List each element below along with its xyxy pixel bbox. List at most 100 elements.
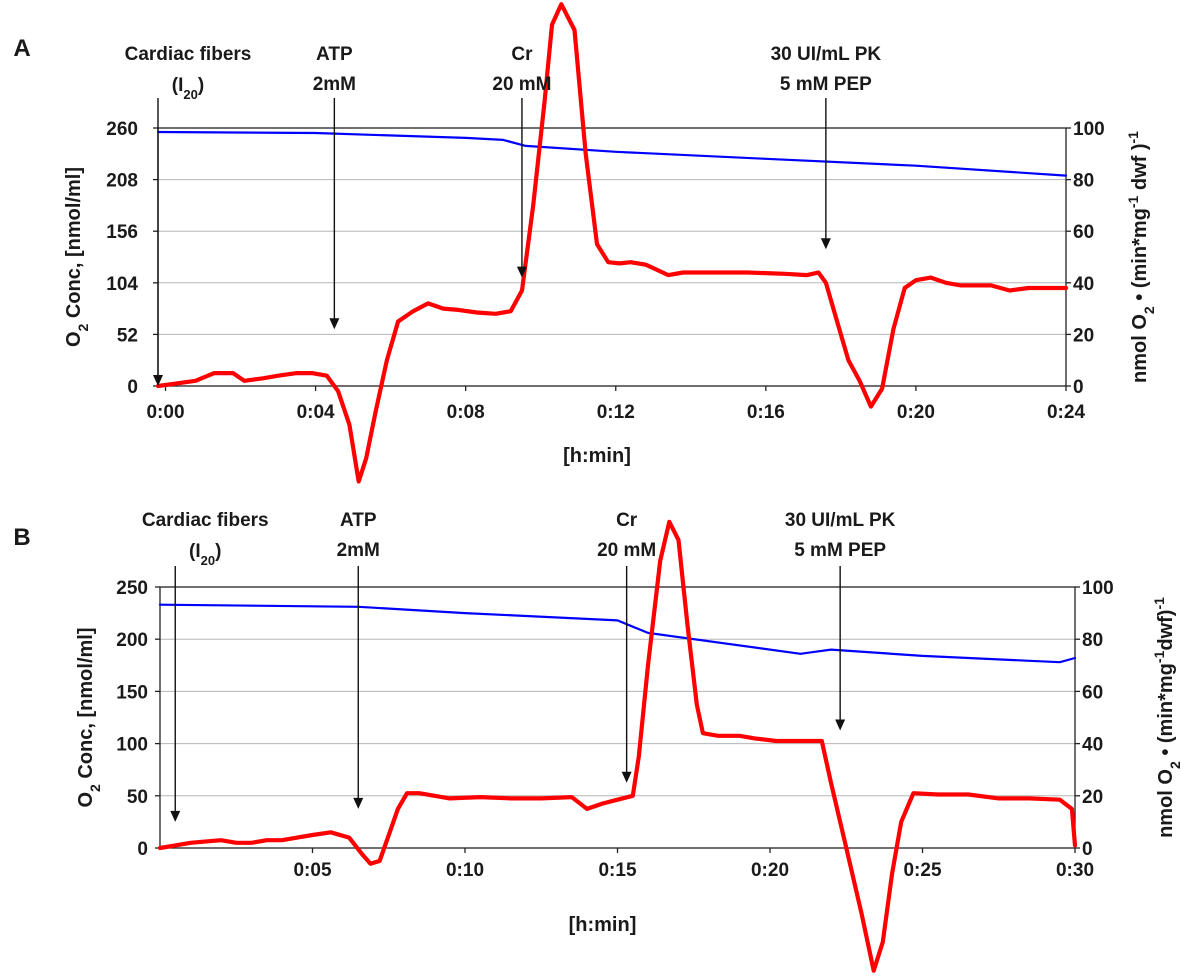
y-left-axis-label: O2 Conc, [nmol/ml] <box>75 627 103 807</box>
x-axis-label: [h:min] <box>563 445 631 467</box>
label-part: -1 <box>1151 650 1167 663</box>
annotation-arrowhead <box>516 266 527 278</box>
y-right-tick-label: 100 <box>1082 578 1114 599</box>
label-part: • (min*mg <box>1155 663 1177 761</box>
x-tick-label: 0:08 <box>447 402 485 423</box>
x-tick-label: 0:16 <box>747 402 785 423</box>
y-right-tick-label: 40 <box>1073 274 1094 295</box>
label-part: • (min*mg <box>1129 208 1151 306</box>
annotation-arrowhead <box>621 771 632 783</box>
chart-panel-a: A 0 52 104 156 208 260 0 20 40 60 80 100 0:00 0:04 0:08… <box>13 2 1157 484</box>
label-part: nmol O <box>1155 769 1177 838</box>
annotation-label: ATP <box>316 44 353 65</box>
x-tick-label: 0:20 <box>897 402 935 423</box>
series-line-o2-concentration <box>156 130 1068 177</box>
y-right-tick-label: 100 <box>1073 119 1105 140</box>
annotation-label: Cr <box>616 510 638 531</box>
annotation-label: 2mM <box>313 74 356 95</box>
x-tick-label: 0:10 <box>446 860 484 881</box>
annotation: Cardiac fibers (I20) <box>125 44 251 386</box>
annotation-arrowhead <box>153 375 163 386</box>
y-left-tick-label: 104 <box>106 274 138 295</box>
label-part: 2 <box>1141 306 1157 314</box>
y-left-tick-label: 156 <box>106 222 138 243</box>
y-left-tick-label: 50 <box>127 787 148 808</box>
x-tick-label: 0:30 <box>1056 860 1094 881</box>
y-left-tick-label: 0 <box>137 839 148 860</box>
label-part: dwf ) <box>1129 143 1151 195</box>
x-tick-label: 0:05 <box>293 860 331 881</box>
label-part: Conc, [nmol/ml] <box>75 627 97 784</box>
y-left-axis-label: O2 Conc, [nmol/ml] <box>63 167 91 347</box>
y-right-tick-label: 60 <box>1073 222 1094 243</box>
annotation-arrowhead <box>329 318 340 330</box>
annotation-label: Cardiac fibers <box>142 510 269 531</box>
x-axis-label: [h:min] <box>569 914 637 936</box>
label-part: -1 <box>1125 195 1141 208</box>
label-part: -1 <box>1125 131 1141 144</box>
plot-frame <box>159 586 1076 849</box>
series-line-o2-concentration <box>158 603 1077 664</box>
label-part: 20 <box>183 87 197 102</box>
label-part: ) <box>198 75 204 96</box>
label-part: (I <box>189 541 201 562</box>
y-right-tick-label: 40 <box>1082 735 1103 756</box>
y-left-tick-label: 52 <box>117 325 138 346</box>
annotation: 30 UI/mL PK 5 mM PEP <box>785 510 896 731</box>
y-left-tick-label: 100 <box>116 735 148 756</box>
annotation-arrowhead <box>170 810 181 822</box>
y-left-tick-label: 260 <box>106 119 138 140</box>
annotation-label: 2mM <box>337 540 380 561</box>
series-line-o2-flux <box>155 2 1069 484</box>
label-part: 2 <box>87 784 103 792</box>
y-left-tick-label: 0 <box>127 377 138 398</box>
annotation: ATP 2mM <box>313 44 356 330</box>
annotation-label: Cr <box>511 44 533 65</box>
label-part: dwf) <box>1155 610 1177 651</box>
x-tick-label: 0:04 <box>297 402 335 423</box>
x-tick-label: 0:00 <box>146 402 184 423</box>
label-part: -1 <box>1151 597 1167 610</box>
label-part: (I <box>172 75 184 96</box>
label-part: 20 <box>201 553 215 568</box>
y-right-axis-label: nmol O2 • (min*mg-1 dwf )-1 <box>1125 131 1157 383</box>
y-right-tick-label: 0 <box>1073 377 1084 398</box>
y-right-tick-label: 80 <box>1082 630 1103 651</box>
label-part: O <box>63 331 85 347</box>
series-line-o2-flux <box>157 519 1078 973</box>
annotation-label: 30 UI/mL PK <box>785 510 896 531</box>
annotation-label: (I20) <box>189 541 221 568</box>
annotation: Cr 20 mM <box>597 510 656 783</box>
y-left-tick-label: 250 <box>116 578 148 599</box>
y-right-tick-label: 80 <box>1073 171 1094 192</box>
annotation: Cardiac fibers (I20) <box>142 510 269 822</box>
x-tick-label: 0:25 <box>903 860 941 881</box>
annotation-arrowhead <box>820 238 831 250</box>
annotation-label: 20 mM <box>492 74 551 95</box>
y-right-tick-label: 20 <box>1082 787 1103 808</box>
x-tick-label: 0:15 <box>598 860 636 881</box>
annotation-label: (I20) <box>172 75 204 102</box>
annotation: ATP 2mM <box>337 510 380 809</box>
y-right-tick-label: 60 <box>1082 682 1103 703</box>
annotation-label: ATP <box>340 510 377 531</box>
annotation-arrowhead <box>353 797 364 809</box>
annotation-label: 30 UI/mL PK <box>771 44 882 65</box>
x-tick-label: 0:20 <box>751 860 789 881</box>
y-right-tick-label: 0 <box>1082 839 1093 860</box>
panel-label: A <box>13 35 30 62</box>
panel-label: B <box>13 524 30 551</box>
x-tick-label: 0:24 <box>1047 402 1085 423</box>
y-right-tick-label: 20 <box>1073 325 1094 346</box>
annotation: 30 UI/mL PK 5 mM PEP <box>771 44 882 250</box>
label-part: Conc, [nmol/ml] <box>63 167 85 324</box>
y-left-tick-label: 150 <box>116 682 148 703</box>
annotation-label: 20 mM <box>597 540 656 561</box>
y-left-tick-label: 208 <box>106 171 138 192</box>
x-tick-label: 0:12 <box>597 402 635 423</box>
annotation-label: 5 mM PEP <box>794 540 886 561</box>
annotation: Cr 20 mM <box>492 44 552 278</box>
label-part: ) <box>215 541 221 562</box>
label-part: nmol O <box>1129 314 1151 383</box>
